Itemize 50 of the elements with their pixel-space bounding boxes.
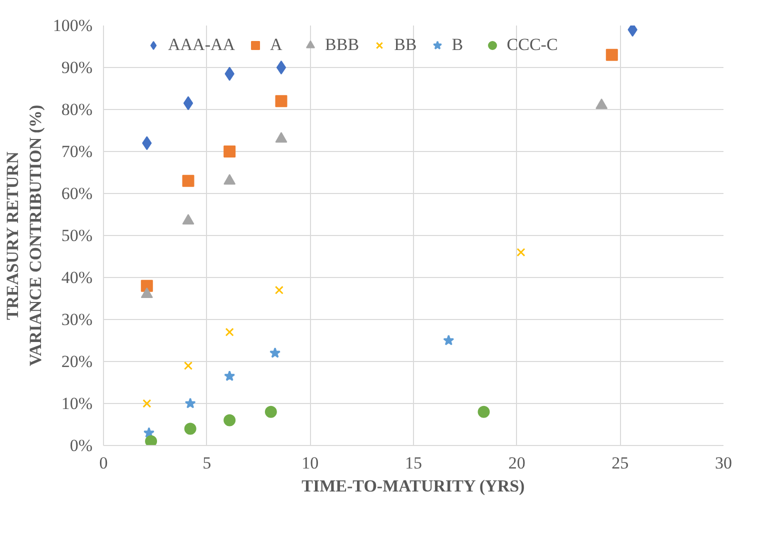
legend-label: AAA-AA [168,35,236,55]
y-tick-label: 80% [61,100,93,119]
y-tick-label: 30% [61,310,93,329]
point [184,398,196,408]
point [224,146,236,158]
point [270,347,281,358]
point [274,286,284,294]
point [275,132,288,143]
point [443,334,454,346]
y-axis-title: TREASURY RETURN VARIANCE CONTRIBUTION (%) [3,104,45,366]
point [224,414,236,426]
y-tick-label: 0% [70,436,93,455]
x-tick-label: 20 [508,454,526,472]
legend-label: A [270,35,284,55]
point [142,399,152,408]
point [225,328,234,336]
point [140,280,153,292]
y-tick-label: 20% [61,352,93,371]
y-tick-label: 70% [61,142,93,161]
y-tick-label: 60% [61,184,93,203]
x-tick-label: 25 [612,454,629,472]
x-tick-label: 0 [99,454,108,472]
legend-label: BB [394,35,417,55]
point [275,95,288,108]
y-tick-label: 10% [61,394,93,413]
point [264,406,277,418]
point [224,370,236,381]
y-tick-label: 50% [61,226,93,245]
legend-label: B [452,35,464,55]
x-tick-label: 5 [202,454,212,472]
point [276,60,286,74]
x-tick-label: 15 [405,454,422,472]
point [478,406,490,418]
x-tick-label: 30 [715,454,732,472]
point [145,435,158,446]
x-tick-label: 10 [302,454,319,472]
point [606,48,618,61]
x-axis-title: TIME-TO-MATURITY (YRS) [302,476,525,496]
point [183,96,194,110]
legend-label: CCC-C [506,35,558,55]
point [182,174,194,187]
y-tick-label: 40% [61,268,93,287]
y-tick-label: 100% [52,16,93,35]
y-tick-label: 90% [61,58,93,77]
point [143,427,154,438]
point [184,422,196,435]
point [516,248,526,257]
point [184,361,193,370]
legend-label: BBB [325,35,360,55]
point [224,174,236,185]
